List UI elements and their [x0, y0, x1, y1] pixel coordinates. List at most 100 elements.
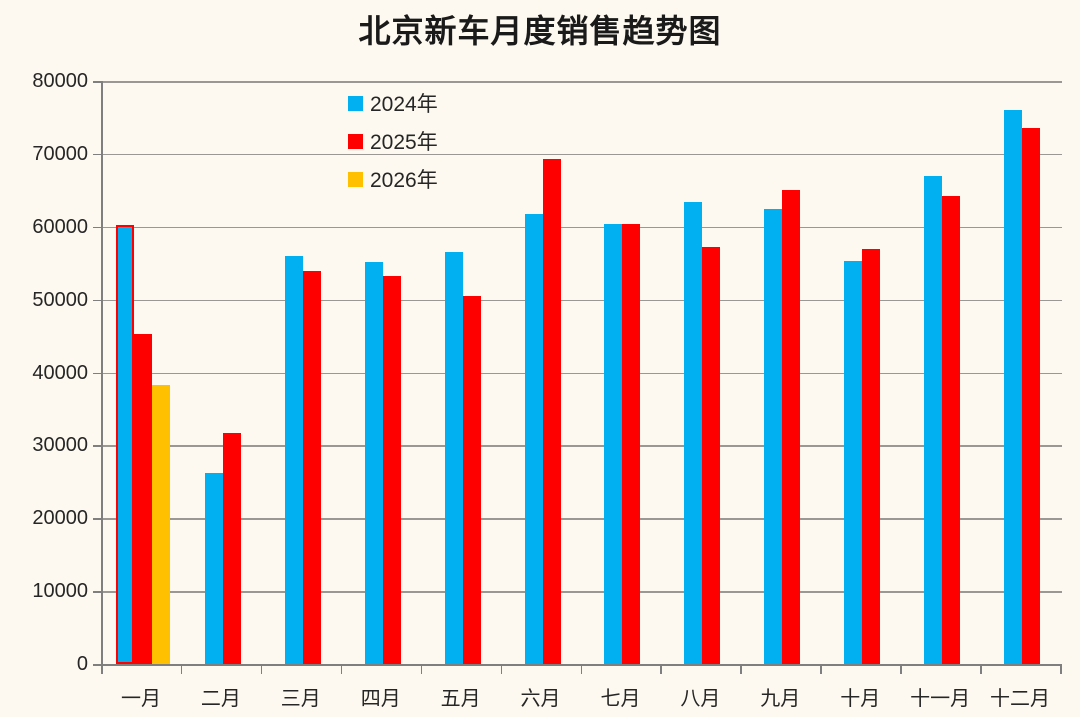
bar-2024年-三月[interactable] [284, 255, 303, 664]
bar-2025年-九月[interactable] [782, 190, 801, 664]
bar-2025年-二月[interactable] [222, 433, 241, 664]
bar-2024年-四月[interactable] [364, 261, 383, 664]
legend-label: 2026年 [370, 169, 438, 192]
bar-2024年-十一月[interactable] [924, 175, 943, 664]
x-axis-label: 五月 [440, 688, 481, 710]
y-axis-tick [93, 445, 101, 447]
bar-group [183, 81, 263, 664]
legend-swatch-icon [348, 133, 363, 149]
legend-swatch-icon [348, 95, 363, 111]
x-axis-tick [340, 666, 343, 674]
y-axis-label: 80000 [32, 70, 88, 92]
bar-2024年-六月[interactable] [524, 214, 543, 664]
gridline [103, 226, 1062, 229]
bar-2025年-十二月[interactable] [1022, 127, 1041, 664]
x-axis-tick [660, 666, 662, 674]
x-axis-tick [1060, 666, 1062, 674]
bar-2024年-二月[interactable] [204, 473, 223, 664]
y-axis-label: 40000 [32, 361, 88, 384]
y-axis-label: 70000 [32, 142, 88, 165]
bar-2025年-五月[interactable] [462, 296, 481, 664]
x-axis-tick [260, 666, 263, 674]
bar-2025年-一月[interactable] [133, 333, 152, 664]
legend-swatch-icon [348, 171, 363, 187]
x-axis-label: 四月 [360, 688, 401, 710]
gridline [103, 299, 1062, 302]
bar-2026年-一月[interactable] [151, 384, 170, 664]
x-axis-tick [980, 666, 982, 674]
bar-2025年-六月[interactable] [542, 159, 561, 664]
bar-2024年-九月[interactable] [764, 208, 783, 664]
legend-item-2025年[interactable]: 2025年 [348, 122, 438, 160]
y-axis-tick [93, 299, 101, 302]
bar-group [742, 81, 822, 664]
x-axis-tick [180, 666, 183, 674]
y-axis-label: 0 [76, 653, 88, 675]
y-axis-label: 20000 [32, 507, 88, 530]
y-axis-label: 10000 [32, 580, 88, 603]
y-axis-tick [93, 372, 101, 374]
y-axis-tick [93, 81, 101, 83]
x-axis-tick [500, 666, 503, 674]
gridline [103, 518, 1062, 520]
x-axis-tick [420, 666, 423, 674]
bar-2024年-一月[interactable] [115, 224, 134, 664]
bar-2025年-四月[interactable] [382, 275, 401, 664]
x-axis-label: 一月 [120, 688, 161, 710]
y-axis-tick [93, 226, 101, 229]
x-axis-label: 三月 [280, 688, 321, 710]
bar-group [583, 81, 663, 664]
bar-group [343, 81, 423, 664]
y-axis-tick [93, 518, 101, 520]
legend-item-2024年[interactable]: 2024年 [348, 84, 438, 122]
bar-2024年-十二月[interactable] [1004, 110, 1023, 664]
bar-2025年-七月[interactable] [622, 223, 641, 664]
bar-group [902, 81, 982, 664]
y-axis-label: 30000 [32, 434, 88, 457]
bar-group [263, 81, 343, 664]
x-axis-label: 十月 [840, 688, 881, 710]
bar-2025年-三月[interactable] [302, 270, 321, 664]
gridline [103, 591, 1062, 593]
legend-label: 2025年 [370, 131, 438, 154]
chart-title: 北京新车月度销售趋势图 [358, 13, 722, 49]
x-axis-tick [820, 666, 822, 674]
y-axis-label: 50000 [32, 288, 88, 311]
bar-2025年-十一月[interactable] [942, 196, 961, 664]
x-axis-label: 二月 [200, 688, 241, 710]
gridline [103, 445, 1062, 447]
bar-2024年-十月[interactable] [844, 261, 863, 664]
gridline [103, 372, 1062, 374]
y-axis-tick [93, 153, 101, 156]
bar-2024年-五月[interactable] [444, 251, 463, 664]
legend-item-2026年[interactable]: 2026年 [348, 160, 438, 198]
x-axis-label: 七月 [600, 688, 641, 710]
bar-group [103, 81, 183, 664]
bar-2024年-七月[interactable] [604, 223, 623, 664]
plot-area [101, 81, 1062, 666]
x-axis-tick [580, 666, 582, 674]
y-axis-tick [93, 664, 101, 666]
x-axis-label: 九月 [760, 688, 801, 710]
legend-label: 2024年 [370, 93, 438, 116]
bar-group [982, 81, 1062, 664]
y-axis-tick [93, 591, 101, 593]
gridline [103, 153, 1062, 156]
x-axis-label: 十二月 [990, 688, 1051, 710]
x-axis-label: 十一月 [910, 688, 971, 710]
gridline [103, 81, 1062, 83]
x-axis-label: 六月 [520, 688, 561, 710]
y-axis-label: 60000 [32, 215, 88, 238]
x-axis-tick [740, 666, 742, 674]
x-axis-tick [101, 666, 103, 674]
bar-2024年-八月[interactable] [684, 202, 703, 664]
bar-group [662, 81, 742, 664]
x-axis-tick [900, 666, 902, 674]
x-axis-label: 八月 [680, 688, 721, 710]
bar-2025年-八月[interactable] [702, 247, 721, 664]
bar-2025年-十月[interactable] [862, 249, 881, 664]
legend: 2024年 2025年 2026年 [348, 84, 438, 198]
bar-group [822, 81, 902, 664]
bar-group [423, 81, 503, 664]
